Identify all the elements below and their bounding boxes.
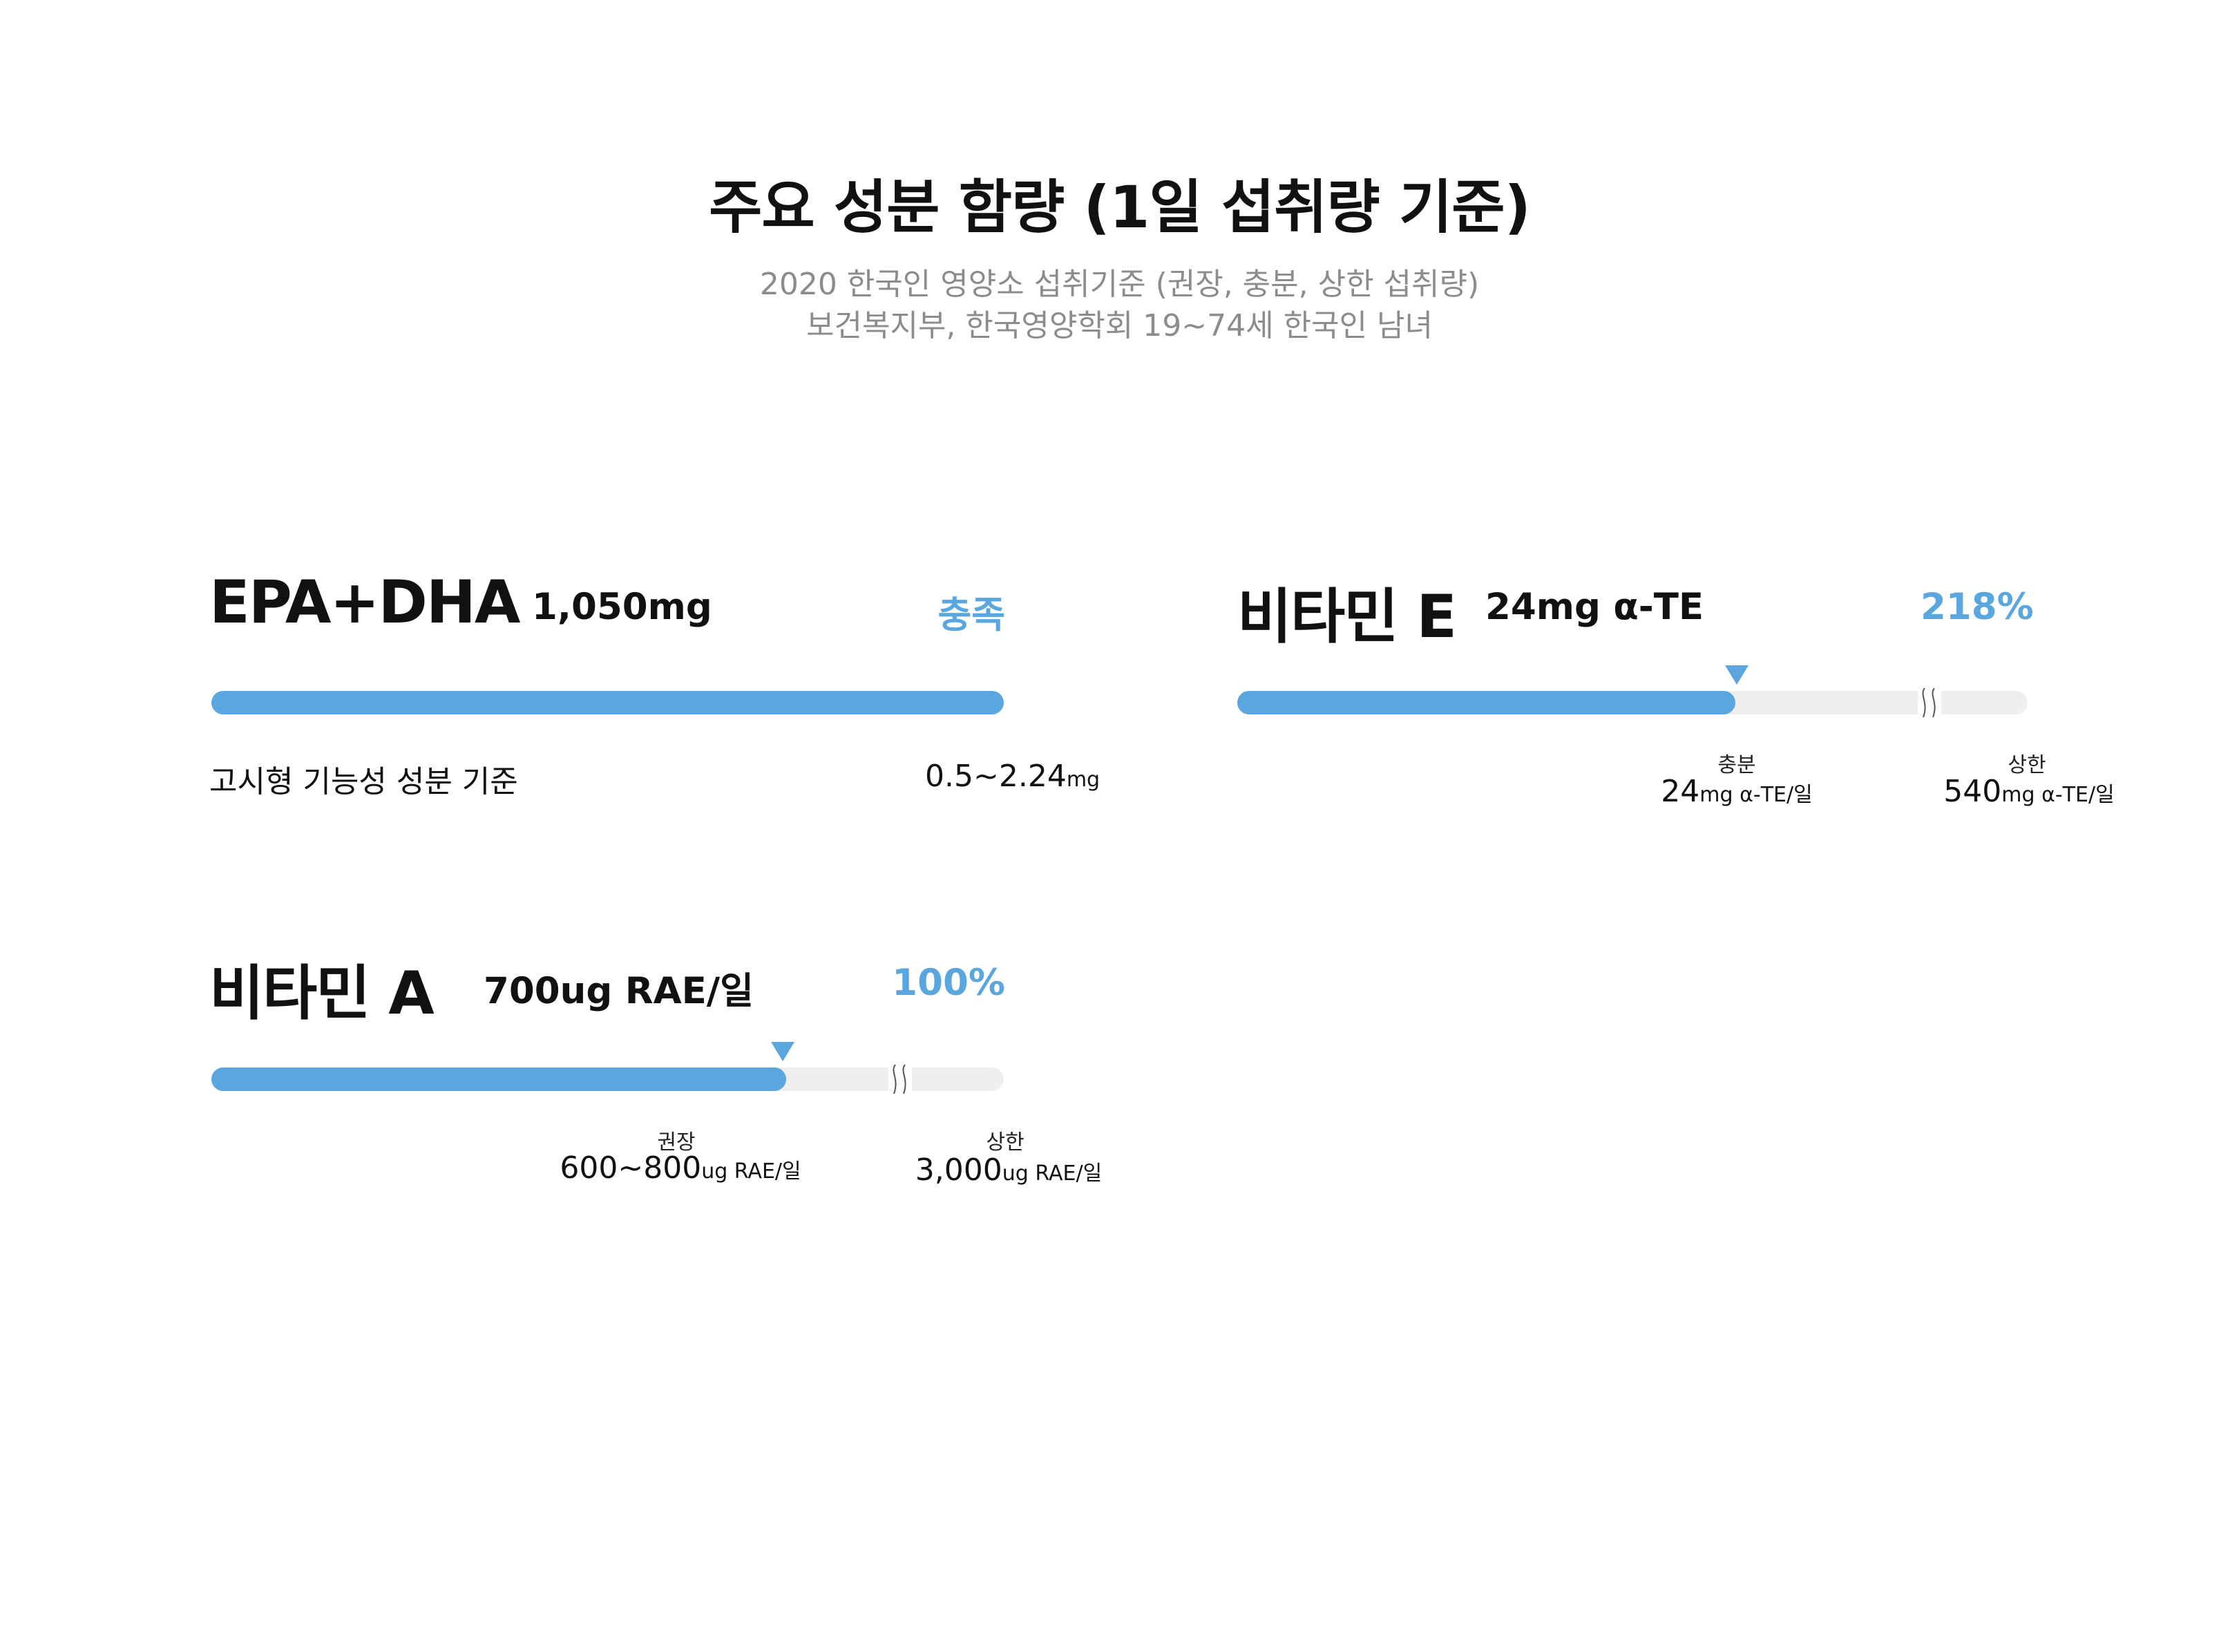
reference-1-value: 600~800ug RAE/일 [549, 1150, 812, 1186]
current-value-marker-icon [1725, 665, 1749, 685]
page-subtitle-line2: 보건복지부, 한국영양학회 19~74세 한국인 남녀 [806, 308, 1433, 343]
progress-fill [211, 691, 1004, 714]
reference-2-value: 3,000ug RAE/일 [895, 1152, 1123, 1188]
axis-break-icon [888, 1063, 912, 1095]
reference-2-label: 상한 [2008, 753, 2046, 777]
progress-fill [211, 1067, 786, 1091]
nutrient-status: 218% [1921, 586, 2034, 628]
nutrient-name: 비타민 A [209, 959, 435, 1028]
nutrient-status: 100% [892, 962, 1005, 1004]
reference-1-value: 24mg α-TE/일 [1630, 774, 1843, 809]
nutrient-name: EPA+DHA [209, 568, 520, 637]
page-title: 주요 성분 함량 (1일 섭취량 기준) [709, 173, 1531, 241]
axis-break-icon [1918, 687, 1941, 719]
progress-fill [1237, 691, 1735, 714]
reference-2-number: 3,000 [915, 1152, 1002, 1188]
reference-1-label: 충분 [1717, 753, 1756, 777]
reference-2-unit: mg α-TE/일 [2001, 783, 2115, 807]
reference-label: 고시형 기능성 성분 기준 [209, 764, 518, 799]
reference-2-number: 540 [1943, 774, 2002, 809]
nutrient-amount: 24mg α-TE [1485, 586, 1704, 628]
reference-1-unit: ug RAE/일 [701, 1159, 801, 1184]
reference-1-unit: mg α-TE/일 [1699, 783, 1813, 807]
progress-track [1237, 687, 2028, 719]
reference-1-number: 600~800 [560, 1150, 702, 1186]
reference-range: 0.5~2.24mg [925, 759, 1100, 794]
progress-track [211, 691, 1004, 714]
nutrient-amount: 700ug RAE/일 [484, 970, 754, 1012]
page-subtitle-line1: 2020 한국인 영양소 섭취기준 (권장, 충분, 상한 섭취량) [759, 267, 1480, 302]
reference-2-unit: ug RAE/일 [1002, 1161, 1103, 1186]
progress-track [211, 1063, 1004, 1095]
nutrient-amount: 1,050mg [532, 586, 712, 628]
reference-1-number: 24 [1661, 774, 1700, 809]
reference-value: 0.5~2.24 [925, 759, 1067, 794]
nutrient-name: 비타민 E [1237, 582, 1457, 652]
reference-2-label: 상한 [986, 1130, 1025, 1155]
reference-unit: mg [1066, 768, 1101, 792]
nutrient-status: 충족 [937, 594, 1005, 636]
reference-1-label: 권장 [657, 1130, 696, 1155]
current-value-marker-icon [771, 1042, 794, 1061]
reference-2-value: 540mg α-TE/일 [1919, 774, 2139, 809]
